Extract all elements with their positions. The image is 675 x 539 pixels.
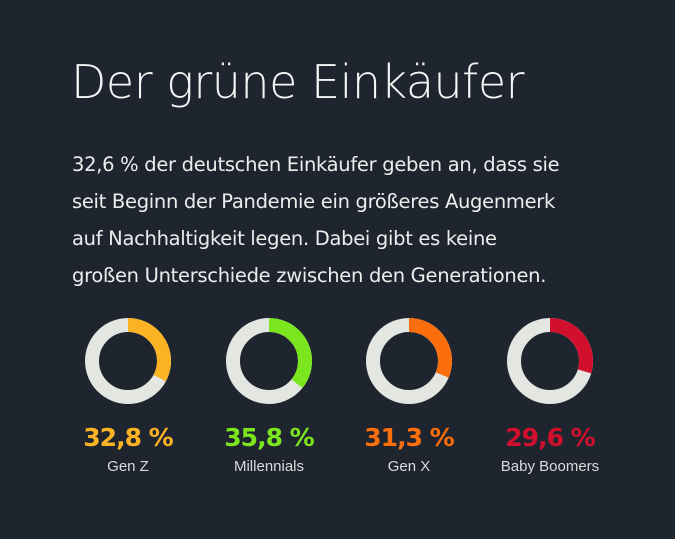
donut-millennials: 35,8 % Millennials [194,316,344,477]
generation-label: Millennials [233,458,305,475]
intro-text: 32,6 % der deutschen Einkäufer geben an,… [72,146,632,294]
donut-gen-z: 32,8 % Gen Z [53,316,203,477]
donut-baby-boomers: 29,6 % Baby Boomers [475,316,625,477]
donut-chart-icon [507,318,593,404]
intro-line: auf Nachhaltigkeit legen. Dabei gibt es … [72,227,497,250]
intro-line: großen Unterschiede zwischen den Generat… [72,264,547,287]
intro-line: 32,6 % der deutschen Einkäufer geben an,… [72,153,560,176]
donut-chart-icon [85,318,171,404]
percentage-value: 29,6 % [505,423,595,452]
donut-chart-icon [366,318,452,404]
donut-gen-x: 31,3 % Gen X [334,316,484,477]
percentage-value: 32,8 % [83,423,173,452]
percentage-value: 35,8 % [224,423,314,452]
generation-label: Gen X [387,458,431,475]
percentage-value: 31,3 % [364,423,454,452]
generation-label: Baby Boomers [500,458,600,475]
page-title: Der grüne Einkäufer [71,55,525,109]
intro-line: seit Beginn der Pandemie ein größeres Au… [72,190,555,213]
donut-chart-row: 32,8 % Gen Z 35,8 % Millennials 31,3 % G… [0,316,675,496]
donut-chart-icon [226,318,312,404]
generation-label: Gen Z [107,458,149,475]
